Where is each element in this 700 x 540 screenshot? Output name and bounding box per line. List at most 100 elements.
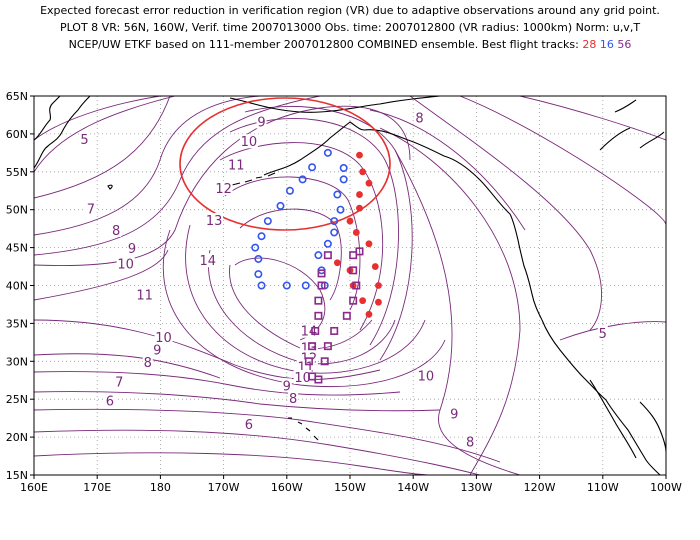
- contour-label-background: [288, 391, 299, 406]
- track-28-point: [346, 217, 354, 225]
- track-16-point: [257, 232, 266, 241]
- contour-label-background: [214, 181, 233, 196]
- contour-label-background: [198, 253, 217, 268]
- contour-label: 8: [415, 112, 423, 127]
- flight-tracks: [251, 148, 382, 384]
- track-56-point: [317, 281, 326, 290]
- track-16-point: [339, 175, 348, 184]
- contour-label-background: [152, 342, 163, 357]
- track-56-point: [342, 311, 351, 320]
- contour-label-background: [449, 406, 460, 421]
- axes: 160E 170E 180 170W 160W 150W 140W 130W 120W 110W 1…: [6, 90, 682, 494]
- track-28-point: [365, 310, 373, 318]
- track-56-point: [349, 296, 358, 305]
- track-56-point: [352, 281, 361, 290]
- contour-line: [394, 149, 521, 475]
- track-56-point: [330, 326, 339, 335]
- contour-line: [34, 391, 441, 412]
- track-16-point: [263, 217, 272, 226]
- contour-labels: 5910111213147891011109876614131211109810…: [79, 110, 608, 450]
- contour-line: [369, 109, 526, 231]
- x-tick-label: 110W: [587, 481, 619, 494]
- x-tick-label: 100W: [650, 481, 682, 494]
- contour-label-background: [293, 369, 312, 384]
- track-56-point: [323, 342, 332, 351]
- map-title-line-3-prefix: NCEP/UW ETKF based on 111-member 2007012…: [68, 38, 579, 51]
- contour-line: [185, 224, 426, 374]
- contour-label: 12: [215, 182, 232, 197]
- contour-label-background: [85, 201, 96, 216]
- x-tick-label: 130W: [460, 481, 492, 494]
- contour-label-background: [135, 287, 154, 302]
- contour-label: 7: [115, 376, 123, 391]
- track-28-point: [359, 297, 367, 305]
- contour-line: [34, 452, 431, 475]
- contour-line: [34, 96, 161, 141]
- contour-line: [34, 408, 501, 463]
- contour-label: 9: [257, 116, 265, 131]
- contour-label: 9: [128, 242, 136, 257]
- track-16-point: [285, 186, 294, 195]
- contour-line: [34, 429, 481, 475]
- contour-label-background: [205, 213, 224, 228]
- coastlines: [34, 96, 666, 475]
- contour-label: 5: [80, 133, 88, 148]
- contour-label: 11: [136, 288, 153, 303]
- x-tick-label: 180: [150, 481, 171, 494]
- track-16-point: [308, 163, 317, 172]
- track-56-point: [349, 266, 358, 275]
- y-tick-label: 25N: [6, 393, 28, 406]
- coastline-alaska-north: [229, 96, 441, 113]
- contour-label: 9: [283, 379, 291, 394]
- contour-label-background: [142, 354, 153, 369]
- contour-label-background: [116, 256, 135, 271]
- contour-label: 10: [294, 371, 311, 386]
- contour-line: [559, 321, 666, 341]
- contour-label: 11: [228, 159, 245, 174]
- track-16-point: [251, 243, 260, 252]
- x-tick-label: 160W: [271, 481, 303, 494]
- contour-label-background: [414, 110, 425, 125]
- y-tick-label: 30N: [6, 355, 28, 368]
- contour-label: 6: [245, 418, 253, 433]
- contour-label: 9: [450, 407, 458, 422]
- contour-lines: [34, 96, 666, 475]
- track-28-point: [356, 191, 363, 198]
- contour-line: [34, 96, 176, 173]
- map-title-line-3: NCEP/UW ETKF based on 111-member 2007012…: [0, 38, 700, 51]
- contour-label-background: [296, 359, 315, 374]
- contour-label: 7: [87, 203, 95, 218]
- track-28-point: [352, 229, 360, 236]
- track-56-point: [314, 375, 323, 384]
- contour-line: [519, 96, 666, 141]
- contour-line: [409, 96, 602, 331]
- coastline-alaska-gulf: [363, 129, 511, 215]
- y-tick-label: 65N: [6, 90, 28, 103]
- x-tick-label: 140W: [397, 481, 429, 494]
- track-id-red: 28: [582, 38, 597, 51]
- coastline-alaska-peninsula: [263, 121, 365, 176]
- track-28-point: [356, 204, 363, 212]
- track-28-point: [333, 259, 341, 267]
- contour-line: [34, 319, 381, 380]
- contour-label: 6: [106, 394, 114, 409]
- contour-label: 8: [144, 356, 152, 371]
- track-id-purple: 56: [617, 38, 632, 51]
- coastline-baja-inner: [589, 379, 637, 459]
- contour-label-background: [281, 378, 292, 393]
- y-tick-label: 40N: [6, 280, 28, 293]
- y-tick-label: 45N: [6, 242, 28, 255]
- y-tick-label: 55N: [6, 166, 28, 179]
- track-28-point: [365, 240, 373, 248]
- contour-line: [34, 353, 221, 379]
- track-16-point: [254, 254, 263, 263]
- contour-label-background: [243, 416, 254, 431]
- contour-line: [219, 142, 384, 331]
- track-16-point: [330, 228, 339, 237]
- contour-label-background: [227, 157, 246, 172]
- contour-line: [379, 127, 521, 475]
- track-28-point: [371, 263, 379, 270]
- track-16-point: [323, 148, 332, 157]
- contour-line: [239, 208, 342, 301]
- contour-label: 8: [289, 392, 297, 407]
